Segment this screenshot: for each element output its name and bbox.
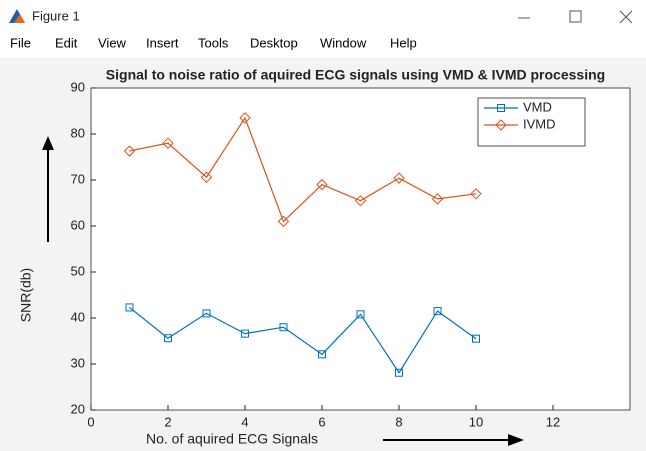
data-point xyxy=(318,350,326,359)
x-tick-label: 12 xyxy=(546,414,560,429)
data-point xyxy=(356,310,365,319)
y-tick-label: 90 xyxy=(71,79,85,94)
x-tick-label: 10 xyxy=(469,414,483,429)
menu-item[interactable]: Insert xyxy=(146,35,179,50)
menu-item[interactable]: View xyxy=(98,35,127,50)
x-axis-label: No. of aquired ECG Signals xyxy=(146,431,318,447)
menu-item[interactable]: Window xyxy=(320,35,367,50)
app-icon-accent xyxy=(14,14,25,23)
maximize-button[interactable] xyxy=(569,10,582,23)
legend-marker xyxy=(497,104,505,112)
x-tick-label: 6 xyxy=(318,414,325,429)
data-point xyxy=(123,145,136,157)
menu-items: File Edit View Insert Tools Desktop Window Help xyxy=(10,35,417,50)
y-tick-label: 40 xyxy=(71,309,85,324)
data-point xyxy=(433,307,442,316)
y-tick-label: 30 xyxy=(71,355,85,370)
x-tick-label: 0 xyxy=(87,414,94,429)
y-axis-label: SNR(db) xyxy=(18,268,34,322)
data-point xyxy=(200,171,213,183)
x-arrow-head xyxy=(508,434,524,446)
data-point xyxy=(354,194,367,207)
y-tick-label: 50 xyxy=(71,263,85,278)
legend-label: VMD xyxy=(523,99,552,114)
y-tick-label: 60 xyxy=(71,217,85,232)
series-line xyxy=(129,116,477,223)
close-button[interactable] xyxy=(619,10,633,24)
window-title: Figure 1 xyxy=(32,8,80,23)
data-point xyxy=(202,309,211,318)
y-tick-label: 20 xyxy=(71,401,85,416)
data-point xyxy=(125,303,134,312)
data-point xyxy=(395,368,403,377)
legend-label: IVMD xyxy=(523,116,556,131)
data-point xyxy=(239,112,251,124)
y-tick-label: 70 xyxy=(71,171,85,186)
menu-item[interactable]: Help xyxy=(390,35,417,50)
data-point xyxy=(162,137,174,149)
chart: Signal to noise ratio of aquired ECG sig… xyxy=(18,67,631,447)
data-point xyxy=(472,334,480,343)
x-tick-label: 2 xyxy=(164,414,171,429)
chart-title: Signal to noise ratio of aquired ECG sig… xyxy=(106,67,605,83)
menu-item[interactable]: Tools xyxy=(198,35,229,50)
data-point xyxy=(164,334,172,343)
data-point xyxy=(241,329,249,338)
menu-bar xyxy=(0,30,646,58)
data-point xyxy=(470,188,482,200)
x-tick-label: 4 xyxy=(241,414,248,429)
menu-item[interactable]: Desktop xyxy=(250,35,298,50)
title-bar xyxy=(0,0,646,30)
series-line xyxy=(129,306,477,374)
data-point xyxy=(316,178,328,191)
y-tick-label: 80 xyxy=(71,125,85,140)
y-arrow-head xyxy=(42,136,54,150)
legend-marker xyxy=(495,119,507,131)
legend-box xyxy=(477,97,586,147)
x-tick-label: 8 xyxy=(395,414,402,429)
data-point xyxy=(279,323,288,332)
data-point xyxy=(277,215,290,228)
data-point xyxy=(393,172,405,184)
data-point xyxy=(431,193,444,205)
menu-item[interactable]: File xyxy=(10,35,31,50)
menu-item[interactable]: Edit xyxy=(55,35,78,50)
